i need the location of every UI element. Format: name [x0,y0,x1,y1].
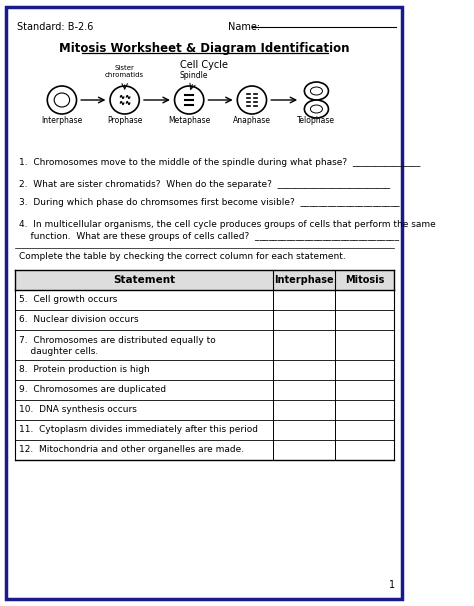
Text: Spindle: Spindle [179,71,208,80]
Text: Telophase: Telophase [297,116,336,125]
Text: 11.  Cytoplasm divides immediately after this period: 11. Cytoplasm divides immediately after … [19,425,258,435]
Ellipse shape [237,86,266,114]
Ellipse shape [47,86,76,114]
FancyBboxPatch shape [16,270,394,290]
Text: Prophase: Prophase [107,116,142,125]
Text: Mitosis Worksheet & Diagram Identification: Mitosis Worksheet & Diagram Identificati… [58,42,349,55]
Text: 12.  Mitochondria and other organelles are made.: 12. Mitochondria and other organelles ar… [19,445,244,454]
Text: Cell Cycle: Cell Cycle [180,60,228,70]
Text: 1.  Chromosomes move to the middle of the spindle during what phase?  __________: 1. Chromosomes move to the middle of the… [19,158,420,167]
Ellipse shape [174,86,204,114]
Text: Name:: Name: [228,22,260,32]
FancyBboxPatch shape [6,7,401,599]
Ellipse shape [310,87,322,95]
Text: 10.  DNA synthesis occurs: 10. DNA synthesis occurs [19,405,137,415]
Ellipse shape [54,93,70,107]
Text: daughter cells.: daughter cells. [19,347,98,356]
Text: 5.  Cell growth occurs: 5. Cell growth occurs [19,296,117,304]
Text: 1: 1 [389,580,395,590]
Text: 9.  Chromosomes are duplicated: 9. Chromosomes are duplicated [19,385,166,395]
Text: Metaphase: Metaphase [168,116,210,125]
Text: Standard: B-2.6: Standard: B-2.6 [17,22,93,32]
Text: 8.  Protein production is high: 8. Protein production is high [19,365,150,375]
Text: Sister
chromatids: Sister chromatids [105,65,144,78]
Text: 2.  What are sister chromatids?  When do the separate?  ________________________: 2. What are sister chromatids? When do t… [19,180,390,189]
Ellipse shape [304,82,328,100]
Ellipse shape [110,86,139,114]
Text: Statement: Statement [113,275,175,285]
Ellipse shape [304,100,328,118]
Text: function.  What are these groups of cells called?  _____________________________: function. What are these groups of cells… [19,232,399,241]
Text: Interphase: Interphase [274,275,334,285]
Text: 4.  In multicellular organisms, the cell cycle produces groups of cells that per: 4. In multicellular organisms, the cell … [19,220,436,229]
Text: 3.  During which phase do chromsomes first become visible?  ____________________: 3. During which phase do chromsomes firs… [19,198,400,207]
Ellipse shape [310,105,322,113]
Text: Anaphase: Anaphase [233,116,271,125]
Text: Mitosis: Mitosis [345,275,384,285]
Text: Interphase: Interphase [41,116,82,125]
Text: 6.  Nuclear division occurs: 6. Nuclear division occurs [19,316,138,324]
Text: Complete the table by checking the correct column for each statement.: Complete the table by checking the corre… [19,252,346,261]
Text: 7.  Chromosomes are distributed equally to: 7. Chromosomes are distributed equally t… [19,336,216,345]
